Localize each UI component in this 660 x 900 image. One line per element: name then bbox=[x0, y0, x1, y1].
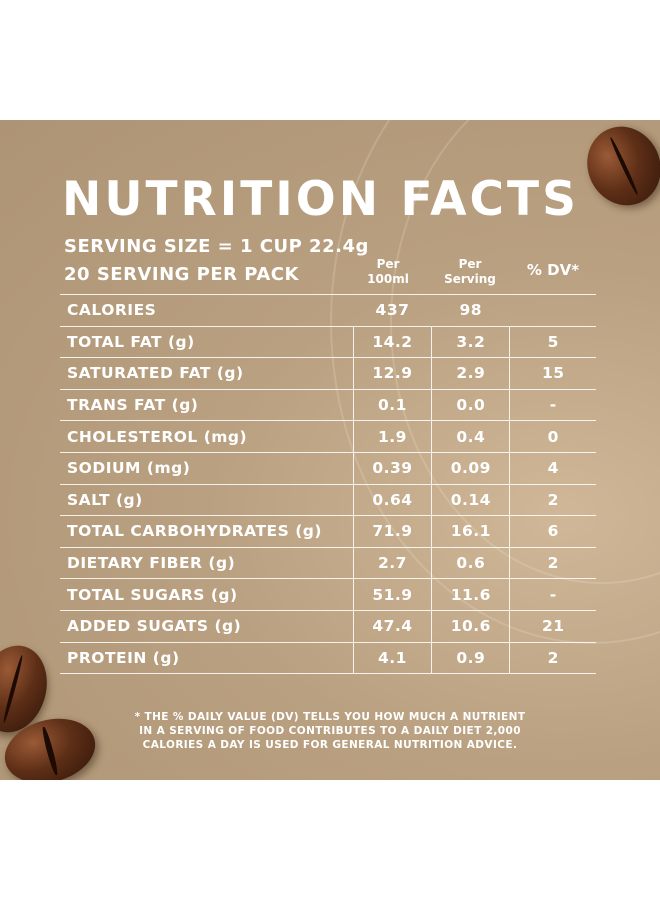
value-dv: 4 bbox=[509, 451, 596, 485]
table-row: SALT (g) 0.64 0.14 2 bbox=[60, 483, 596, 516]
value-per-100ml: 4.1 bbox=[352, 641, 432, 675]
nutrition-table: CALORIES 437 98 TOTAL FAT (g) 14.2 3.2 5… bbox=[60, 294, 596, 675]
value-dv: 15 bbox=[509, 357, 596, 390]
value-per-100ml: 71.9 bbox=[352, 515, 432, 548]
value-per-serving: 10.6 bbox=[431, 609, 510, 643]
value-per-100ml: 47.4 bbox=[352, 609, 432, 643]
nutrition-panel: NUTRITION FACTS SERVING SIZE = 1 CUP 22.… bbox=[0, 120, 660, 780]
footnote-line: * THE % DAILY VALUE (DV) TELLS YOU HOW M… bbox=[134, 711, 526, 723]
value-per-100ml: 51.9 bbox=[352, 578, 432, 611]
value-per-serving: 0.0 bbox=[431, 388, 510, 421]
table-row: CALORIES 437 98 bbox=[60, 294, 596, 327]
value-per-serving: 11.6 bbox=[431, 578, 510, 611]
value-per-100ml: 0.1 bbox=[352, 388, 432, 421]
table-row: TOTAL CARBOHYDRATES (g) 71.9 16.1 6 bbox=[60, 515, 596, 548]
column-header-per-100ml: Per 100ml bbox=[367, 257, 409, 286]
value-per-100ml: 1.9 bbox=[352, 420, 432, 453]
nutrient-name: TOTAL CARBOHYDRATES (g) bbox=[60, 515, 354, 548]
table-row: SATURATED FAT (g) 12.9 2.9 15 bbox=[60, 357, 596, 390]
value-dv: 5 bbox=[509, 325, 596, 358]
value-per-100ml: 12.9 bbox=[352, 357, 432, 390]
value-dv: - bbox=[509, 388, 596, 421]
value-per-serving: 3.2 bbox=[431, 325, 510, 358]
nutrient-name: SATURATED FAT (g) bbox=[60, 357, 354, 390]
value-dv: 2 bbox=[509, 641, 596, 675]
value-per-serving: 0.6 bbox=[431, 546, 510, 579]
table-row: TOTAL SUGARS (g) 51.9 11.6 - bbox=[60, 578, 596, 611]
servings-per-pack: 20 SERVING PER PACK bbox=[64, 264, 299, 285]
value-per-100ml: 14.2 bbox=[352, 325, 432, 358]
value-per-serving: 2.9 bbox=[431, 357, 510, 390]
footnote: * THE % DAILY VALUE (DV) TELLS YOU HOW M… bbox=[100, 710, 560, 752]
value-dv bbox=[509, 294, 596, 327]
value-per-serving: 0.4 bbox=[431, 420, 510, 453]
value-per-serving: 0.09 bbox=[431, 451, 510, 485]
value-dv: 0 bbox=[509, 420, 596, 453]
value-dv: 2 bbox=[509, 483, 596, 516]
value-per-serving: 16.1 bbox=[431, 515, 510, 548]
value-per-serving: 0.9 bbox=[431, 641, 510, 675]
nutrient-name: TOTAL FAT (g) bbox=[60, 325, 354, 358]
table-row: SODIUM (mg) 0.39 0.09 4 bbox=[60, 451, 596, 485]
value-dv: 6 bbox=[509, 515, 596, 548]
table-row: CHOLESTEROL (mg) 1.9 0.4 0 bbox=[60, 420, 596, 453]
table-row: TOTAL FAT (g) 14.2 3.2 5 bbox=[60, 325, 596, 358]
value-per-serving: 98 bbox=[431, 294, 510, 327]
footnote-line: CALORIES A DAY IS USED FOR GENERAL NUTRI… bbox=[142, 739, 518, 751]
nutrient-name: SALT (g) bbox=[60, 483, 354, 516]
value-per-100ml: 2.7 bbox=[352, 546, 432, 579]
table-row: PROTEIN (g) 4.1 0.9 2 bbox=[60, 641, 596, 675]
nutrient-name: ADDED SUGATS (g) bbox=[60, 609, 354, 643]
serving-size: SERVING SIZE = 1 CUP 22.4g bbox=[64, 236, 369, 257]
table-row: ADDED SUGATS (g) 47.4 10.6 21 bbox=[60, 609, 596, 643]
value-dv: - bbox=[509, 578, 596, 611]
page-title: NUTRITION FACTS bbox=[62, 172, 579, 227]
value-per-100ml: 0.39 bbox=[352, 451, 432, 485]
nutrient-name: SODIUM (mg) bbox=[60, 451, 354, 485]
value-dv: 21 bbox=[509, 609, 596, 643]
footnote-line: IN A SERVING OF FOOD CONTRIBUTES TO A DA… bbox=[139, 725, 521, 737]
column-header-dv: % DV* bbox=[526, 261, 580, 279]
value-dv: 2 bbox=[509, 546, 596, 579]
table-row: TRANS FAT (g) 0.1 0.0 - bbox=[60, 388, 596, 421]
table-row: DIETARY FIBER (g) 2.7 0.6 2 bbox=[60, 546, 596, 579]
nutrient-name: TOTAL SUGARS (g) bbox=[60, 578, 354, 611]
nutrient-name: PROTEIN (g) bbox=[60, 641, 354, 675]
value-per-100ml: 437 bbox=[353, 294, 432, 327]
value-per-serving: 0.14 bbox=[431, 483, 510, 516]
column-header-per-serving: Per Serving bbox=[444, 257, 496, 286]
nutrient-name: CALORIES bbox=[60, 294, 354, 327]
value-per-100ml: 0.64 bbox=[352, 483, 432, 516]
nutrient-name: CHOLESTEROL (mg) bbox=[60, 420, 354, 453]
nutrient-name: TRANS FAT (g) bbox=[60, 388, 354, 421]
nutrient-name: DIETARY FIBER (g) bbox=[60, 546, 354, 579]
